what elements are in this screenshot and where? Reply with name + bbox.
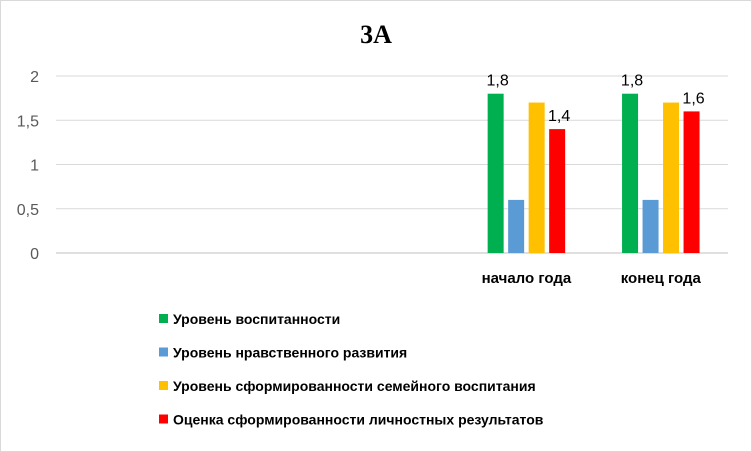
bar [663, 102, 680, 253]
category-label: начало года [482, 270, 572, 287]
legend-label: Уровень воспитанности [173, 311, 340, 327]
gridlines [56, 75, 728, 254]
bar [487, 93, 504, 253]
category-labels: начало года конец года [482, 270, 702, 287]
y-tick-label: 1 [30, 158, 39, 175]
legend-label: Оценка сформированности личностных резул… [173, 412, 544, 428]
bar [508, 199, 525, 253]
data-labels: 1,8 1,4 1,8 1,6 [487, 73, 705, 125]
legend-label: Уровень сформированности семейного воспи… [173, 378, 536, 394]
bars [487, 93, 700, 254]
legend: Уровень воспитанности Уровень нравственно… [159, 311, 544, 428]
legend-swatch [159, 381, 168, 390]
bar [642, 199, 659, 253]
y-tick-label: 0,5 [17, 202, 39, 219]
legend-label: Уровень нравственного развития [173, 345, 407, 361]
legend-swatch [159, 314, 168, 323]
y-tick-label: 2 [30, 69, 39, 86]
bar [528, 102, 545, 253]
bar [622, 93, 639, 253]
legend-swatch [159, 347, 168, 357]
data-label: 1,6 [682, 90, 704, 107]
bar [683, 111, 700, 254]
data-label: 1,4 [548, 108, 570, 125]
y-tick-label: 1,5 [17, 113, 39, 130]
data-label: 1,8 [621, 73, 643, 90]
data-label: 1,8 [487, 73, 509, 90]
y-axis-ticks: 0 0,5 1 1,5 2 [17, 69, 39, 263]
bar [549, 129, 566, 253]
legend-swatch [159, 414, 168, 424]
chart-title: 3А [360, 20, 392, 49]
category-label: конец года [621, 270, 702, 287]
y-tick-label: 0 [30, 246, 39, 263]
